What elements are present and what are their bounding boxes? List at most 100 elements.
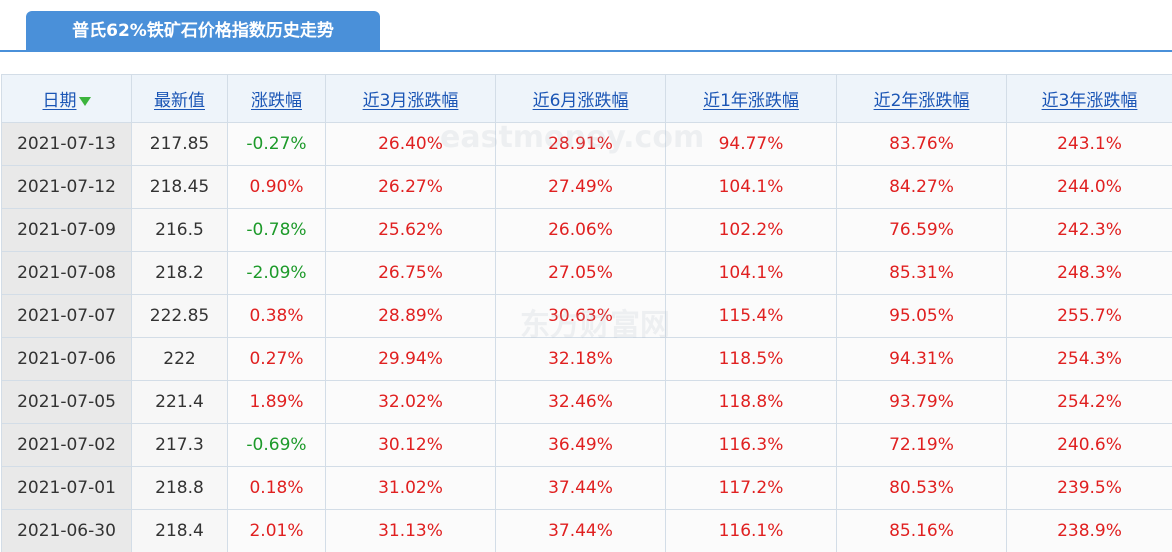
header-6m-change[interactable]: 近6月涨跌幅 (495, 74, 666, 123)
change-1y-cell: 117.2% (665, 466, 837, 510)
change-3m-cell: 30.12% (325, 423, 496, 467)
change-3m-cell: 26.27% (325, 165, 496, 209)
change-cell: -0.78% (227, 208, 326, 252)
change-1y-cell: 115.4% (665, 294, 837, 338)
change-1y-cell: 116.3% (665, 423, 837, 467)
date-cell: 2021-06-30 (1, 509, 132, 552)
date-cell: 2021-07-09 (1, 208, 132, 252)
table-row: 2021-07-02 217.3 -0.69% 30.12% 36.49% 116.3% 7… (1, 423, 1172, 467)
change-cell: 0.27% (227, 337, 326, 381)
change-3y-cell: 242.3% (1006, 208, 1172, 252)
change-2y-cell: 85.16% (836, 509, 1007, 552)
table-body: 2021-07-13 217.85 -0.27% 26.40% 28.91% 94.77%… (1, 122, 1172, 552)
header-date-label: 日期 (42, 91, 77, 111)
change-3y-cell: 254.2% (1006, 380, 1172, 424)
latest-cell: 218.8 (131, 466, 228, 510)
table-row: 2021-07-08 218.2 -2.09% 26.75% 27.05% 104.1% 8… (1, 251, 1172, 295)
header-3m-change[interactable]: 近3月涨跌幅 (325, 74, 496, 123)
change-1y-cell: 102.2% (665, 208, 837, 252)
header-change[interactable]: 涨跌幅 (227, 74, 326, 123)
table-row: 2021-06-30 218.4 2.01% 31.13% 37.44% 116.1% 85… (1, 509, 1172, 552)
table-row: 2021-07-06 222 0.27% 29.94% 32.18% 118.5% 94.3… (1, 337, 1172, 381)
change-cell: -2.09% (227, 251, 326, 295)
latest-cell: 217.3 (131, 423, 228, 467)
change-3y-cell: 248.3% (1006, 251, 1172, 295)
change-3m-cell: 28.89% (325, 294, 496, 338)
change-cell: -0.27% (227, 122, 326, 166)
change-3m-cell: 25.62% (325, 208, 496, 252)
change-3y-cell: 243.1% (1006, 122, 1172, 166)
change-2y-cell: 94.31% (836, 337, 1007, 381)
latest-cell: 222 (131, 337, 228, 381)
change-6m-cell: 36.49% (495, 423, 666, 467)
change-6m-cell: 30.63% (495, 294, 666, 338)
change-cell: -0.69% (227, 423, 326, 467)
change-2y-cell: 93.79% (836, 380, 1007, 424)
date-cell: 2021-07-12 (1, 165, 132, 209)
change-6m-cell: 27.49% (495, 165, 666, 209)
tab-bar: 普氏62%铁矿石价格指数历史走势 (0, 0, 1172, 52)
latest-cell: 221.4 (131, 380, 228, 424)
latest-cell: 222.85 (131, 294, 228, 338)
change-6m-cell: 37.44% (495, 509, 666, 552)
tab-iron-ore-index[interactable]: 普氏62%铁矿石价格指数历史走势 (26, 11, 380, 52)
change-2y-cell: 95.05% (836, 294, 1007, 338)
change-cell: 0.38% (227, 294, 326, 338)
table-row: 2021-07-07 222.85 0.38% 28.89% 30.63% 115.4% 9… (1, 294, 1172, 338)
date-cell: 2021-07-07 (1, 294, 132, 338)
change-6m-cell: 28.91% (495, 122, 666, 166)
date-cell: 2021-07-05 (1, 380, 132, 424)
sort-down-arrow-icon[interactable] (78, 96, 91, 106)
table-row: 2021-07-09 216.5 -0.78% 25.62% 26.06% 102.2% 7… (1, 208, 1172, 252)
header-date[interactable]: 日期 (1, 74, 132, 123)
latest-cell: 218.2 (131, 251, 228, 295)
change-6m-cell: 26.06% (495, 208, 666, 252)
change-2y-cell: 72.19% (836, 423, 1007, 467)
change-2y-cell: 84.27% (836, 165, 1007, 209)
table-row: 2021-07-05 221.4 1.89% 32.02% 32.46% 118.8% 93… (1, 380, 1172, 424)
change-cell: 2.01% (227, 509, 326, 552)
date-cell: 2021-07-02 (1, 423, 132, 467)
table-row: 2021-07-12 218.45 0.90% 26.27% 27.49% 104.1% 8… (1, 165, 1172, 209)
header-1y-change[interactable]: 近1年涨跌幅 (665, 74, 837, 123)
change-6m-cell: 32.46% (495, 380, 666, 424)
change-6m-cell: 27.05% (495, 251, 666, 295)
latest-cell: 218.4 (131, 509, 228, 552)
change-3m-cell: 26.75% (325, 251, 496, 295)
change-2y-cell: 85.31% (836, 251, 1007, 295)
change-2y-cell: 76.59% (836, 208, 1007, 252)
change-3m-cell: 31.13% (325, 509, 496, 552)
change-3y-cell: 254.3% (1006, 337, 1172, 381)
latest-cell: 218.45 (131, 165, 228, 209)
header-row: 日期 最新值 涨跌幅 近3月涨跌幅 近6月涨跌幅 近1年涨跌幅 近2年涨跌幅 近… (1, 74, 1172, 123)
date-cell: 2021-07-08 (1, 251, 132, 295)
date-cell: 2021-07-13 (1, 122, 132, 166)
change-3m-cell: 29.94% (325, 337, 496, 381)
date-cell: 2021-07-01 (1, 466, 132, 510)
change-6m-cell: 32.18% (495, 337, 666, 381)
change-3y-cell: 255.7% (1006, 294, 1172, 338)
change-1y-cell: 104.1% (665, 165, 837, 209)
change-3m-cell: 26.40% (325, 122, 496, 166)
change-3y-cell: 244.0% (1006, 165, 1172, 209)
history-table: 日期 最新值 涨跌幅 近3月涨跌幅 近6月涨跌幅 近1年涨跌幅 近2年涨跌幅 近… (1, 74, 1172, 552)
change-2y-cell: 80.53% (836, 466, 1007, 510)
change-cell: 0.90% (227, 165, 326, 209)
change-3m-cell: 31.02% (325, 466, 496, 510)
table-row: 2021-07-01 218.8 0.18% 31.02% 37.44% 117.2% 80… (1, 466, 1172, 510)
change-3m-cell: 32.02% (325, 380, 496, 424)
latest-cell: 217.85 (131, 122, 228, 166)
change-3y-cell: 240.6% (1006, 423, 1172, 467)
change-3y-cell: 239.5% (1006, 466, 1172, 510)
header-2y-change[interactable]: 近2年涨跌幅 (836, 74, 1007, 123)
latest-cell: 216.5 (131, 208, 228, 252)
date-cell: 2021-07-06 (1, 337, 132, 381)
header-latest[interactable]: 最新值 (131, 74, 228, 123)
header-3y-change[interactable]: 近3年涨跌幅 (1006, 74, 1172, 123)
change-cell: 1.89% (227, 380, 326, 424)
change-1y-cell: 118.5% (665, 337, 837, 381)
change-1y-cell: 118.8% (665, 380, 837, 424)
change-1y-cell: 104.1% (665, 251, 837, 295)
table-row: 2021-07-13 217.85 -0.27% 26.40% 28.91% 94.77%… (1, 122, 1172, 166)
